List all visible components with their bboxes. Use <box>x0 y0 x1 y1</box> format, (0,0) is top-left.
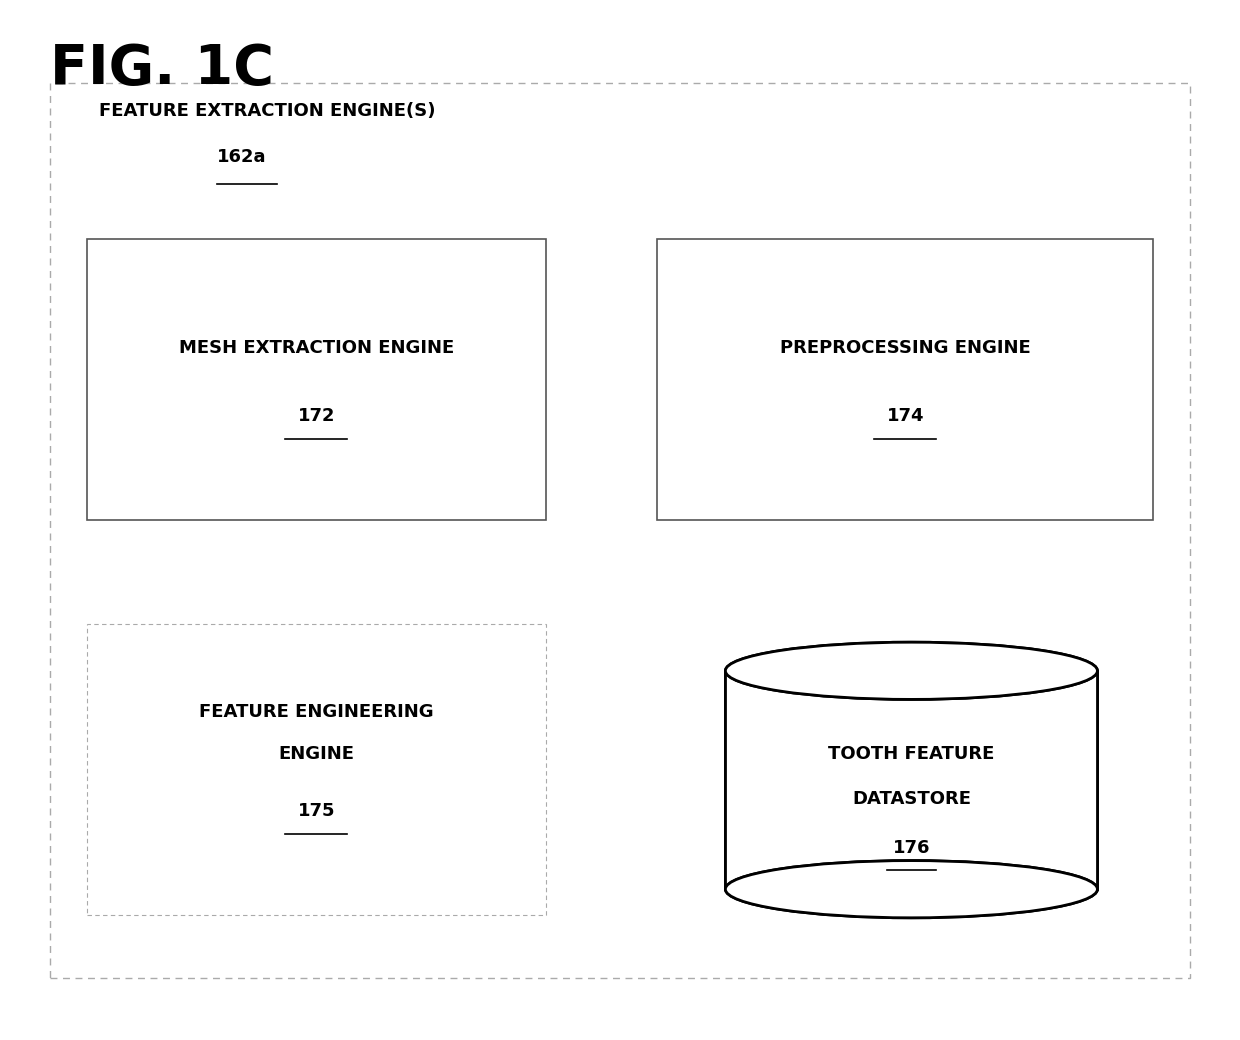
Text: 172: 172 <box>298 407 335 425</box>
Text: MESH EXTRACTION ENGINE: MESH EXTRACTION ENGINE <box>179 339 454 358</box>
Text: PREPROCESSING ENGINE: PREPROCESSING ENGINE <box>780 339 1030 358</box>
Ellipse shape <box>725 861 1097 918</box>
Text: 175: 175 <box>298 802 335 821</box>
Text: 176: 176 <box>893 838 930 857</box>
Text: 174: 174 <box>887 407 924 425</box>
Text: TOOTH FEATURE: TOOTH FEATURE <box>828 745 994 763</box>
Text: 162a: 162a <box>217 148 267 165</box>
Ellipse shape <box>725 861 1097 918</box>
Text: FEATURE ENGINEERING: FEATURE ENGINEERING <box>198 703 434 722</box>
Text: DATASTORE: DATASTORE <box>852 789 971 808</box>
Text: FEATURE EXTRACTION ENGINE(S): FEATURE EXTRACTION ENGINE(S) <box>99 102 435 120</box>
Ellipse shape <box>725 642 1097 700</box>
Ellipse shape <box>725 642 1097 700</box>
Bar <box>87 624 546 915</box>
Bar <box>725 671 1097 889</box>
Bar <box>657 239 1153 520</box>
Bar <box>50 83 1190 978</box>
Text: ENGINE: ENGINE <box>278 745 355 763</box>
Text: FIG. 1C: FIG. 1C <box>50 42 274 96</box>
Bar <box>87 239 546 520</box>
